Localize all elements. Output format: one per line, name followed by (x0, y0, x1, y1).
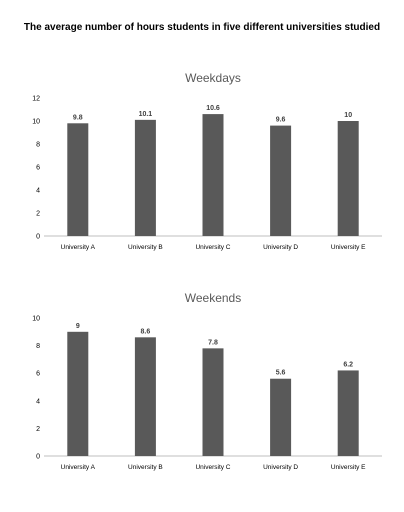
bar (338, 121, 359, 236)
y-tick-label: 12 (32, 96, 40, 103)
y-tick-label: 4 (36, 188, 40, 195)
data-label: 9.6 (276, 117, 286, 124)
data-label: 8.6 (141, 328, 151, 335)
data-label: 9 (76, 323, 80, 330)
bar (338, 370, 359, 456)
x-tick-label: University E (331, 244, 366, 251)
bar (135, 120, 156, 236)
y-tick-label: 8 (36, 142, 40, 149)
y-tick-label: 4 (36, 398, 40, 405)
bar (270, 126, 291, 236)
x-tick-label: University B (128, 464, 163, 471)
data-label: 9.8 (73, 114, 83, 121)
y-tick-label: 2 (36, 211, 40, 218)
y-tick-label: 6 (36, 371, 40, 378)
data-label: 5.6 (276, 370, 286, 377)
bar (67, 332, 88, 456)
x-tick-label: University A (61, 244, 96, 251)
x-tick-label: University D (263, 464, 298, 471)
x-tick-label: University D (263, 244, 298, 251)
bar (270, 379, 291, 456)
y-tick-label: 2 (36, 426, 40, 433)
bar (203, 348, 224, 456)
y-tick-label: 8 (36, 343, 40, 350)
data-label: 10 (344, 112, 352, 119)
y-tick-label: 10 (32, 119, 40, 126)
x-tick-label: University B (128, 244, 163, 251)
y-tick-label: 0 (36, 454, 40, 461)
weekdays-chart: Weekdays 0 2 4 6 8 10 12 9.8 University A 10.1 Univ… (32, 71, 382, 251)
bar (67, 123, 88, 236)
chart-title: Weekdays (185, 71, 241, 85)
bar (135, 337, 156, 456)
x-tick-label: University E (331, 464, 366, 471)
x-tick-label: University C (195, 244, 230, 251)
y-tick-label: 0 (36, 234, 40, 241)
data-label: 6.2 (343, 361, 353, 368)
x-tick-label: University A (61, 464, 96, 471)
x-tick-label: University C (195, 464, 230, 471)
data-label: 10.6 (206, 105, 220, 112)
y-tick-label: 6 (36, 165, 40, 172)
weekends-chart: Weekends 0 2 4 6 8 10 9 University A 8.6 Universit… (32, 291, 382, 471)
chart-title: Weekends (185, 291, 241, 305)
data-label: 10.1 (139, 111, 153, 118)
y-tick-label: 10 (32, 316, 40, 323)
bar (203, 114, 224, 236)
data-label: 7.8 (208, 339, 218, 346)
